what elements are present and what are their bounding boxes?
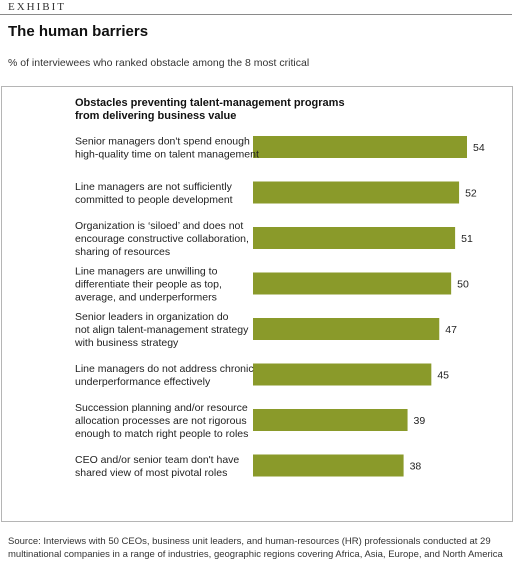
category-label: Succession planning and/or resource alloc…: [75, 402, 248, 440]
bar-7: [253, 409, 408, 431]
category-label: Senior leaders in organization do not ali…: [74, 311, 249, 349]
bar-value-label: 54: [473, 142, 485, 154]
top-rule: [0, 14, 512, 15]
bar-6: [253, 363, 432, 386]
panel-heading: Obstacles preventing talent-management p…: [75, 97, 345, 122]
chart-title: The human barriers: [8, 23, 149, 40]
bar-2: [253, 181, 460, 204]
bar-value-label: 50: [457, 279, 469, 291]
bar-5: [253, 318, 440, 340]
category-label: Line managers are not sufficiently commit…: [75, 181, 233, 206]
category-label: Senior managers don't spend enough high-q…: [75, 136, 259, 161]
bar-value-label: 38: [410, 461, 422, 473]
chart-frame: [1, 86, 513, 522]
category-label: Line managers do not address chronic unde…: [75, 363, 254, 388]
chart-subtitle: % of interviewees who ranked obstacle am…: [8, 57, 310, 69]
bar-3: [253, 227, 456, 249]
category-label: Line managers are unwilling to differenti…: [75, 266, 222, 304]
source-note: Source: Interviews with 50 CEOs, busines…: [8, 536, 503, 560]
exhibit-label: EXHIBIT: [8, 1, 66, 13]
bar-value-label: 52: [465, 188, 477, 200]
category-label: CEO and/or senior team don't have shared …: [75, 454, 239, 479]
bar-4: [253, 272, 452, 295]
bar-8: [253, 454, 404, 477]
category-label: Organization is ‘siloed’ and does not enc…: [75, 220, 249, 258]
bar-1: [253, 136, 467, 158]
bar-value-label: 47: [445, 324, 457, 336]
bar-value-label: 51: [461, 233, 473, 245]
bar-value-label: 39: [414, 415, 426, 427]
bar-value-label: 45: [437, 370, 449, 382]
